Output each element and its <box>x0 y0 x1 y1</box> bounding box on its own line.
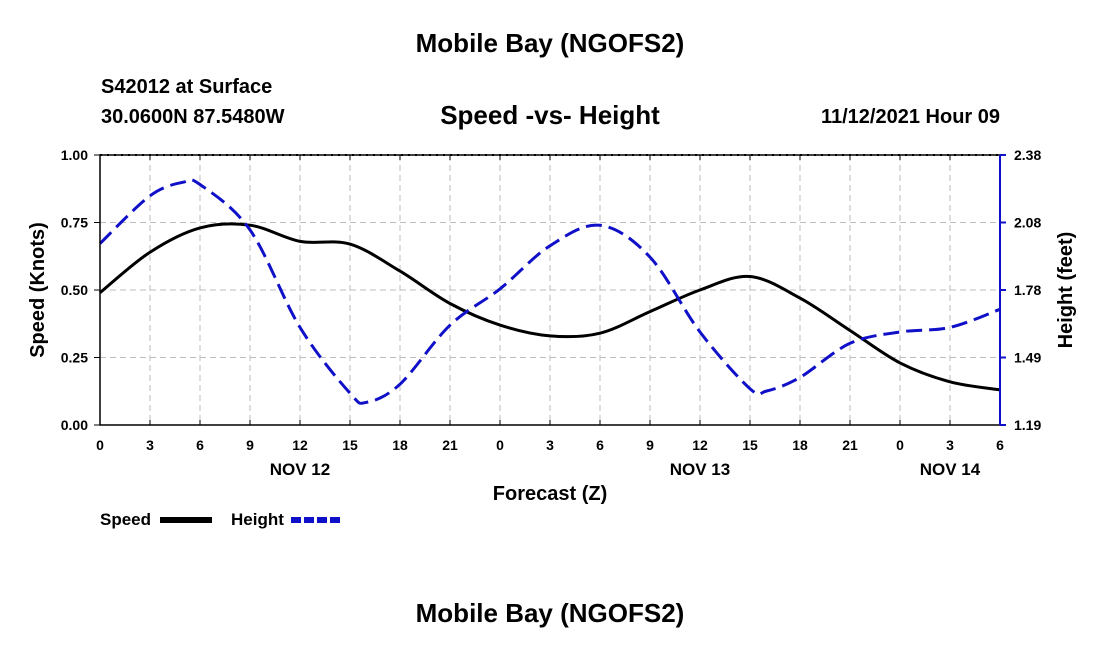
x-tick-label: 12 <box>692 437 708 453</box>
x-axis-title: Forecast (Z) <box>493 483 607 505</box>
y-tick-label-right: 2.38 <box>1014 147 1041 163</box>
y-ticks: 0.00 1.19 0.25 1.49 0.50 1.78 0.75 2.08 1.00 2.38 <box>61 147 1042 433</box>
legend: Speed Height <box>100 510 343 529</box>
x-tick-label: 6 <box>996 437 1004 453</box>
y-tick-label-right: 1.78 <box>1014 282 1041 298</box>
y-tick-label-left: 0.75 <box>61 215 88 231</box>
x-tick-label: 12 <box>292 437 308 453</box>
date-label: NOV 14 <box>920 460 981 479</box>
x-tick-label: 18 <box>792 437 808 453</box>
datetime-label: 11/12/2021 Hour 09 <box>820 106 1000 128</box>
x-tick-label: 0 <box>896 437 904 453</box>
y-tick-label-left: 1.00 <box>61 147 88 163</box>
y-tick-label-left: 0.00 <box>61 417 88 433</box>
x-tick-label: 9 <box>246 437 254 453</box>
coordinates-label: 30.0600N 87.5480W <box>101 106 285 128</box>
footer-title: Mobile Bay (NGOFS2) <box>415 598 685 628</box>
x-tick-label: 3 <box>146 437 154 453</box>
x-tick-label: 21 <box>842 437 858 453</box>
x-tick-label: 6 <box>596 437 604 453</box>
x-tick-label: 0 <box>496 437 504 453</box>
x-tick-label: 3 <box>946 437 954 453</box>
x-ticks: 0 3 6 9 12 15 18 21 0 3 6 9 12 15 18 21 0 3 6 NOV 12 NOV 13 N… <box>96 155 1004 479</box>
date-label: NOV 13 <box>670 460 730 479</box>
station-label: S42012 at Surface <box>101 76 273 98</box>
y-tick-label-right: 1.49 <box>1014 350 1041 366</box>
x-tick-label: 15 <box>742 437 758 453</box>
x-tick-label: 3 <box>546 437 554 453</box>
x-tick-label: 15 <box>342 437 358 453</box>
y-tick-label-right: 1.19 <box>1014 417 1041 433</box>
series-line-speed <box>99 222 1001 392</box>
legend-label-height: Height <box>231 510 284 529</box>
x-tick-label: 18 <box>392 437 408 453</box>
y-axis-title-left: Speed (Knots) <box>27 222 49 358</box>
grid-lines <box>100 154 1000 425</box>
date-label: NOV 12 <box>270 460 330 479</box>
x-tick-label: 6 <box>196 437 204 453</box>
y-tick-label-left: 0.25 <box>61 350 88 366</box>
x-tick-label: 9 <box>646 437 654 453</box>
series-layer <box>98 178 1001 405</box>
x-tick-label: 0 <box>96 437 104 453</box>
legend-label-speed: Speed <box>100 510 151 529</box>
series-line-height <box>98 178 1001 405</box>
x-tick-label: 21 <box>442 437 458 453</box>
chart-title: Speed -vs- Height <box>440 100 660 130</box>
page-title: Mobile Bay (NGOFS2) <box>415 28 685 58</box>
y-tick-label-left: 0.50 <box>61 282 88 298</box>
y-tick-label-right: 2.08 <box>1014 215 1041 231</box>
y-axis-title-right: Height (feet) <box>1055 232 1077 349</box>
